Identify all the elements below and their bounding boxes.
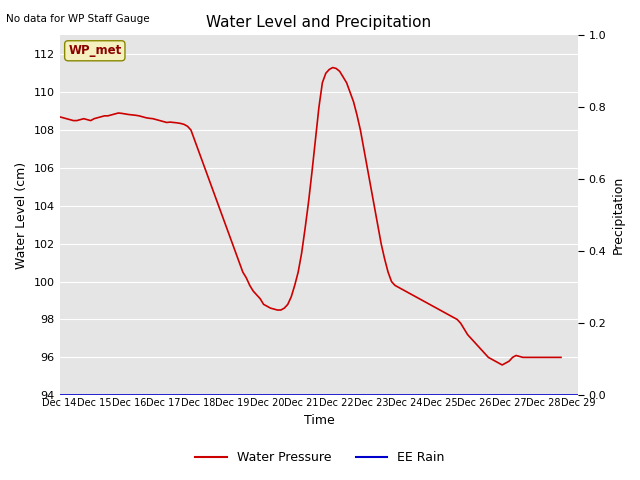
- Water Pressure: [56, 114, 63, 120]
- Water Pressure: [218, 213, 226, 218]
- Water Pressure: [499, 362, 506, 368]
- Water Pressure: [557, 355, 565, 360]
- X-axis label: Time: Time: [303, 414, 334, 427]
- Title: Water Level and Precipitation: Water Level and Precipitation: [206, 15, 431, 30]
- Y-axis label: Precipitation: Precipitation: [612, 176, 625, 254]
- Water Pressure: [453, 317, 461, 323]
- Water Pressure: [447, 313, 454, 319]
- Legend: Water Pressure, EE Rain: Water Pressure, EE Rain: [190, 446, 450, 469]
- Text: WP_met: WP_met: [68, 44, 122, 57]
- Text: No data for WP Staff Gauge: No data for WP Staff Gauge: [6, 14, 150, 24]
- Water Pressure: [405, 290, 413, 296]
- Line: Water Pressure: Water Pressure: [60, 68, 561, 365]
- Water Pressure: [329, 65, 337, 71]
- Water Pressure: [332, 66, 340, 72]
- Water Pressure: [191, 137, 198, 143]
- Y-axis label: Water Level (cm): Water Level (cm): [15, 162, 28, 269]
